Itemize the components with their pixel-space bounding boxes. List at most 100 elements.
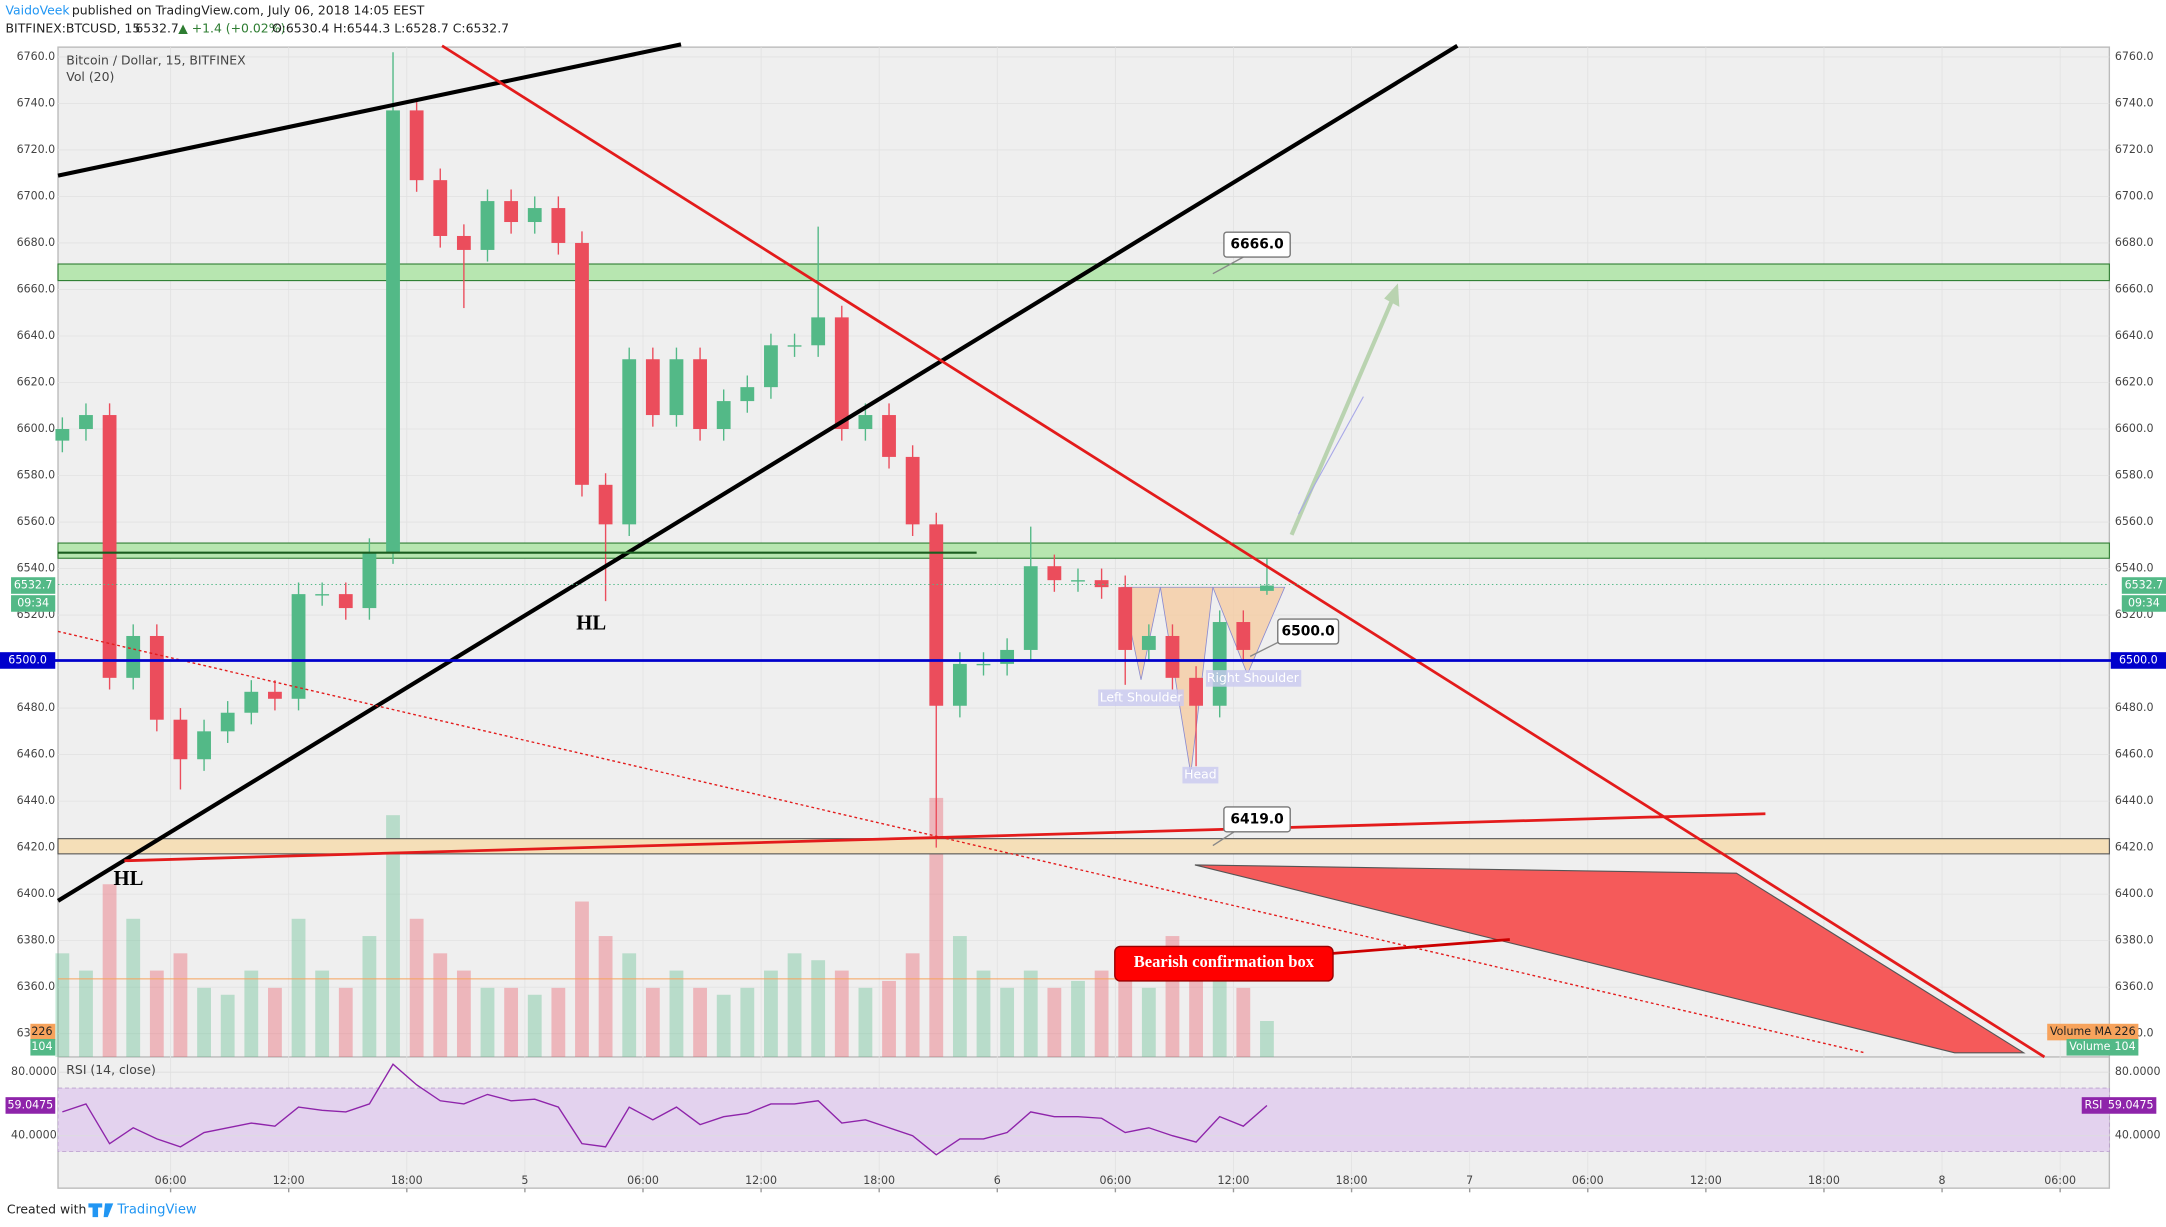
- level-label: 6500.0: [1282, 623, 1335, 639]
- trend-line: [441, 44, 2046, 1059]
- volume-bar: [811, 960, 826, 1057]
- volume-bar: [268, 987, 282, 1057]
- level-tag-label: 6500.0: [2119, 653, 2158, 666]
- candle-body: [929, 524, 944, 706]
- rsi-line: [62, 1063, 1268, 1156]
- logo: [88, 1203, 114, 1218]
- callout-line: [1212, 829, 1237, 847]
- candle-body: [693, 359, 707, 430]
- candle-body: [433, 180, 448, 236]
- bearish-box: [1194, 864, 2026, 1054]
- x-tick-label: 06:00: [1099, 1174, 1131, 1187]
- volume-bar: [362, 936, 377, 1057]
- candle-body: [1189, 677, 1203, 706]
- candle-body: [197, 731, 211, 760]
- y-tick-label: 6560.0: [17, 515, 56, 528]
- change: ▲ +1.4 (+0.02%): [178, 21, 285, 36]
- y-tick-label: 6380.0: [17, 934, 56, 947]
- volume-bar: [976, 970, 991, 1057]
- candle-body: [905, 456, 920, 525]
- y-tick-label: 6460.0: [2115, 748, 2154, 761]
- candle-body: [456, 235, 471, 250]
- y-tick-label: 6620.0: [2115, 375, 2154, 388]
- y-tick-label: 6580.0: [2115, 469, 2154, 482]
- candle-body: [551, 208, 566, 243]
- volume-bar: [79, 970, 93, 1057]
- volume-bar: [480, 987, 495, 1057]
- volume-bar: [645, 987, 660, 1057]
- y-tick-label: 6540.0: [2115, 562, 2154, 575]
- y-tick-label: 6720.0: [17, 143, 56, 156]
- y-tick-label: 6600.0: [17, 422, 56, 435]
- y-tick-label: 80.0000: [11, 1065, 57, 1078]
- callout-line: [1212, 256, 1244, 275]
- x-tick-label: 6: [994, 1174, 1001, 1187]
- volume-bar: [740, 987, 755, 1057]
- y-tick-label: 6680.0: [17, 236, 56, 249]
- annotations: HL HL 6666.0 6500.0 6419.0 Left Shoulder…: [0, 231, 2166, 982]
- ma-value: 226: [31, 1025, 52, 1038]
- level-callout: [1223, 231, 1291, 258]
- box-callout: [1114, 945, 1334, 982]
- rsi-tag-label: 59.0475: [8, 1098, 54, 1111]
- candle-body: [102, 415, 117, 678]
- level-callout: [1277, 618, 1340, 645]
- candle-body: [1212, 622, 1227, 706]
- x-tick-label: 12:00: [1690, 1174, 1722, 1187]
- y-tick-label: 6380.0: [2115, 934, 2154, 947]
- resistance-zone: [57, 542, 2110, 559]
- ma-value: 226: [2115, 1025, 2136, 1038]
- volume-bar: [433, 953, 448, 1057]
- y-tick-label: 6400.0: [2115, 887, 2154, 900]
- trend-line: [56, 43, 1459, 903]
- volume-title: Vol (20): [66, 69, 114, 84]
- x-tick-label: 18:00: [1336, 1174, 1368, 1187]
- y-tick-label: 6680.0: [2115, 236, 2154, 249]
- published: published on TradingView.com, July 06, 2…: [72, 3, 425, 18]
- candle-body: [834, 317, 849, 430]
- volume-bar: [1212, 970, 1227, 1057]
- volume-bar: [1023, 970, 1038, 1057]
- volume-bar: [504, 987, 519, 1057]
- volume-bar: [456, 970, 471, 1057]
- candle-body: [527, 208, 542, 223]
- hl-label: HL: [113, 868, 143, 890]
- footer: Created with TradingView: [7, 1202, 197, 1218]
- candle-body: [669, 359, 684, 416]
- volume-bar: [315, 970, 330, 1057]
- level-tag: [2110, 652, 2166, 669]
- volume-bar: [409, 918, 424, 1057]
- volume-bar: [858, 987, 873, 1057]
- y-tick-label: 6740.0: [2115, 96, 2154, 109]
- pattern-tag: [1182, 766, 1219, 784]
- rsi-tag: [5, 1097, 56, 1114]
- candle-body: [149, 635, 164, 720]
- hl-label: HL: [576, 612, 606, 634]
- volume-tag: [2066, 1038, 2139, 1056]
- callout-line: [1249, 641, 1279, 657]
- candle-body: [740, 387, 755, 402]
- level-label: 6419.0: [1230, 811, 1283, 827]
- price-tag: [11, 577, 56, 594]
- candle-body: [268, 691, 282, 699]
- candle-body: [645, 359, 660, 416]
- level-tag-label: 6500.0: [8, 653, 47, 666]
- y-tick-label: 6540.0: [17, 562, 56, 575]
- x-tick-label: 12:00: [273, 1174, 305, 1187]
- x-tick-label: 06:00: [627, 1174, 659, 1187]
- x-tick-label: 18:00: [391, 1174, 423, 1187]
- ma-tag: [2047, 1023, 2139, 1041]
- volume-bar: [338, 987, 353, 1057]
- x-tick-label: 18:00: [863, 1174, 895, 1187]
- y-tick-label: 6560.0: [2115, 515, 2154, 528]
- candle-body: [338, 594, 353, 609]
- callout-line: [1332, 938, 1510, 955]
- y-tick-label: 6440.0: [17, 794, 56, 807]
- trend-line: [124, 812, 1766, 863]
- y-tick-label: 6640.0: [17, 329, 56, 342]
- volume-bar: [527, 994, 542, 1057]
- candle-body: [787, 345, 802, 347]
- candle-body: [244, 691, 259, 713]
- y-tick-label: 6760.0: [17, 50, 56, 63]
